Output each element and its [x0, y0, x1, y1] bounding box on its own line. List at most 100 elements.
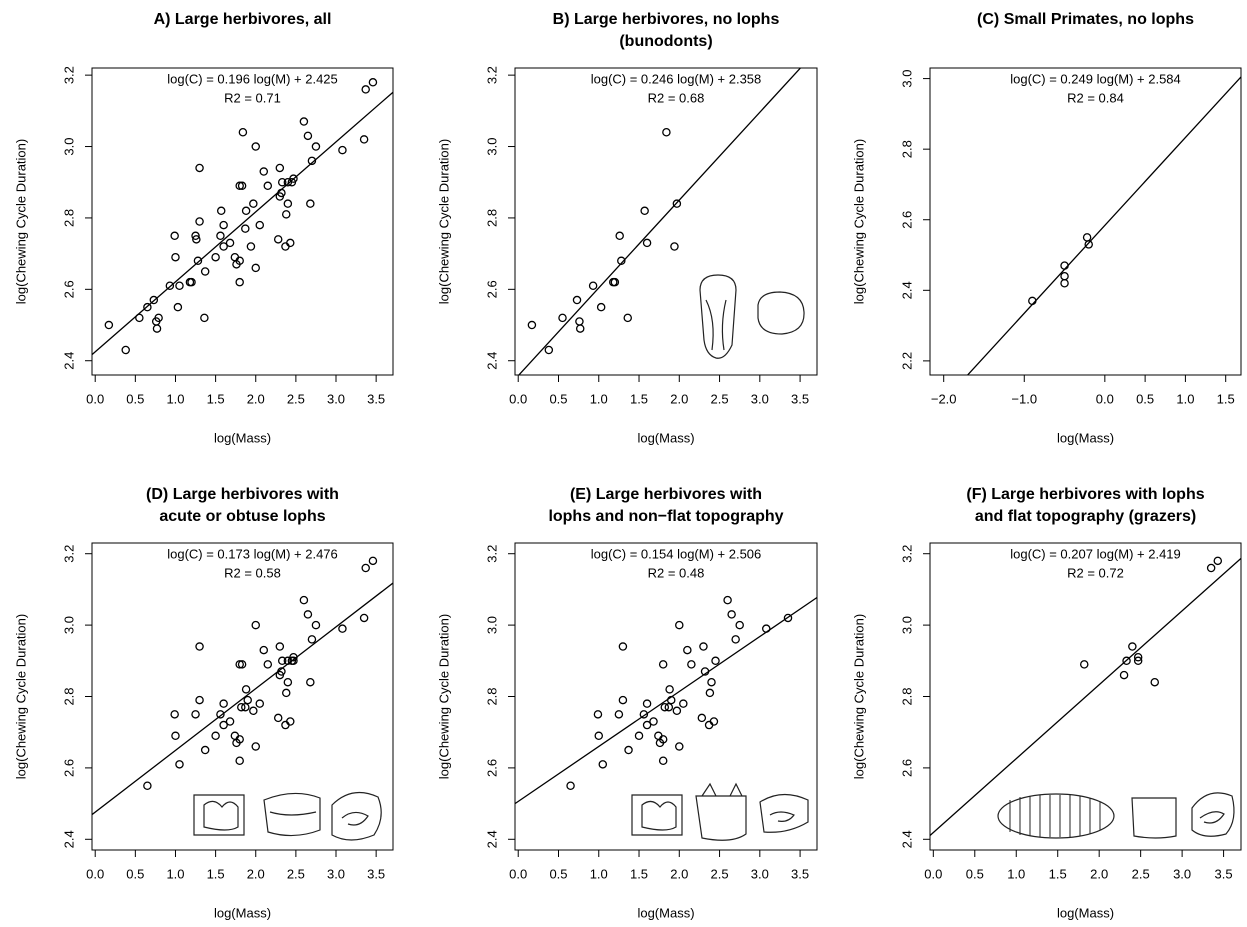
- x-tick-label: 1.5: [1049, 866, 1067, 881]
- x-axis-label: log(Mass): [637, 905, 694, 920]
- point: [219, 699, 228, 708]
- point: [275, 642, 285, 651]
- x-tick-label: 3.0: [751, 391, 769, 406]
- point: [675, 742, 684, 751]
- point: [731, 635, 740, 644]
- point: [251, 620, 260, 630]
- x-tick-label: 1.5: [207, 391, 225, 406]
- point: [699, 642, 708, 651]
- panel-title: B) Large herbivores, no lophs: [553, 11, 780, 28]
- panel: B) Large herbivores, no lophs (bunodonts)…: [436, 11, 818, 445]
- point: [143, 781, 152, 790]
- tooth-drawing: [757, 291, 805, 335]
- point: [195, 217, 204, 226]
- point: [255, 699, 265, 708]
- x-tick-label: 1.5: [207, 866, 225, 881]
- x-axis-label: log(Mass): [637, 430, 694, 445]
- x-tick-label: 3.5: [367, 866, 385, 881]
- x-tick-label: 3.5: [791, 866, 809, 881]
- point: [237, 702, 246, 712]
- point: [610, 277, 620, 287]
- x-tick-label: 2.5: [711, 391, 729, 406]
- plot-frame: [929, 67, 1242, 376]
- point: [1084, 240, 1093, 249]
- point: [338, 145, 347, 155]
- point: [299, 595, 309, 605]
- point: [299, 117, 309, 126]
- x-tick-label: 3.5: [791, 391, 809, 406]
- point: [200, 745, 210, 755]
- point: [235, 181, 244, 191]
- point: [307, 635, 317, 644]
- x-tick-label: 1.0: [166, 391, 184, 406]
- point: [251, 742, 260, 751]
- point: [572, 295, 582, 305]
- point: [225, 717, 235, 726]
- point: [277, 656, 287, 666]
- panel-title: acute or obtuse lophs: [159, 508, 325, 525]
- point: [277, 667, 286, 676]
- point: [558, 313, 567, 323]
- tooth-drawing: [695, 782, 747, 841]
- x-tick-label: 1.0: [166, 866, 184, 881]
- x-tick-label: 1.5: [630, 391, 648, 406]
- x-tick-label: 1.5: [630, 866, 648, 881]
- point: [241, 224, 250, 233]
- point: [642, 720, 652, 730]
- point: [618, 642, 628, 651]
- fit-annotation: R2 = 0.71: [224, 90, 281, 105]
- point: [1213, 556, 1223, 566]
- fit-annotation: R2 = 0.72: [1067, 565, 1124, 580]
- point: [338, 624, 347, 633]
- point: [1060, 271, 1069, 281]
- point: [594, 731, 604, 741]
- y-tick-label: 2.2: [899, 352, 914, 370]
- x-tick-label: −2.0: [931, 391, 957, 406]
- point: [193, 256, 203, 266]
- point: [251, 263, 260, 273]
- x-tick-label: 0.0: [509, 866, 527, 881]
- point: [617, 256, 626, 266]
- point: [154, 313, 163, 323]
- point: [165, 281, 175, 291]
- fit-annotation: R2 = 0.58: [224, 565, 281, 580]
- fit-annotation: log(C) = 0.196 log(M) + 2.425: [167, 71, 338, 86]
- y-tick-label: 2.4: [899, 830, 914, 848]
- point: [238, 128, 248, 137]
- point: [1128, 642, 1137, 651]
- x-tick-label: 2.5: [1132, 866, 1150, 881]
- point: [195, 642, 204, 651]
- point: [527, 320, 537, 330]
- x-axis-label: log(Mass): [214, 905, 271, 920]
- x-tick-label: 0.0: [86, 866, 104, 881]
- point: [683, 645, 692, 655]
- x-tick-label: 3.5: [1215, 866, 1233, 881]
- point: [1060, 279, 1069, 288]
- point: [259, 167, 269, 176]
- point: [307, 156, 317, 166]
- point: [1133, 656, 1143, 666]
- point: [596, 302, 606, 312]
- point: [273, 235, 283, 244]
- y-tick-label: 3.2: [484, 66, 499, 84]
- point: [281, 688, 291, 698]
- y-axis-label: log(Chewing Cycle Duration): [436, 614, 451, 779]
- point: [275, 163, 285, 173]
- point: [1150, 677, 1159, 687]
- x-tick-label: 2.5: [287, 391, 305, 406]
- x-tick-label: 3.0: [327, 391, 345, 406]
- y-tick-label: 2.6: [484, 280, 499, 298]
- point: [1122, 656, 1131, 666]
- point: [263, 181, 273, 191]
- point: [235, 660, 244, 669]
- point: [658, 735, 668, 744]
- point: [649, 717, 658, 726]
- point: [658, 756, 668, 766]
- point: [368, 78, 378, 87]
- point: [303, 610, 313, 619]
- point: [709, 717, 719, 726]
- y-tick-label: 2.8: [899, 140, 914, 158]
- point: [235, 756, 244, 766]
- tooth-drawing: [759, 793, 809, 833]
- x-axis-label: log(Mass): [1057, 905, 1114, 920]
